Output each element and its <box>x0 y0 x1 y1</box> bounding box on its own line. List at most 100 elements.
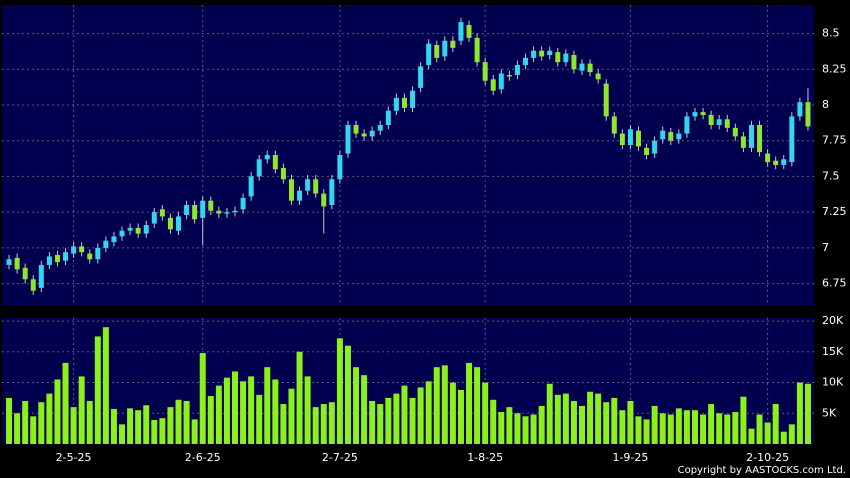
candle-body <box>54 255 60 263</box>
volume-bar <box>441 365 448 444</box>
candle-body <box>95 247 101 260</box>
candle-body <box>288 179 294 201</box>
candle-body <box>272 155 278 170</box>
volume-bar <box>353 367 360 444</box>
x-tick-label: 2-7-25 <box>322 451 358 464</box>
volume-bar <box>498 412 505 444</box>
candle-body <box>434 45 440 58</box>
candle-body <box>781 159 787 165</box>
volume-bar <box>457 389 464 444</box>
candle-body <box>490 79 496 91</box>
candle-body <box>248 176 254 197</box>
volume-bar <box>135 410 142 444</box>
volume-bar <box>231 371 238 444</box>
volume-bar <box>46 393 53 444</box>
volume-bar <box>62 362 69 444</box>
candle-body <box>539 50 545 57</box>
candle-body <box>571 55 577 70</box>
volume-bar <box>143 405 150 444</box>
candle-body <box>579 63 585 71</box>
volume-bar <box>724 414 731 444</box>
volume-bar <box>288 388 295 444</box>
y-tick-label: 7 <box>822 241 829 254</box>
volume-bar <box>683 410 690 444</box>
candle-body <box>514 65 520 75</box>
candle-body <box>127 227 133 231</box>
volume-bar <box>240 381 247 444</box>
volume-bar <box>772 404 779 444</box>
volume-bar <box>708 404 715 444</box>
volume-bar <box>385 397 392 444</box>
volume-bar <box>675 408 682 444</box>
candle-body <box>361 133 367 137</box>
volume-bar <box>490 399 497 444</box>
candle-body <box>676 133 682 140</box>
volume-bar <box>417 387 424 444</box>
candle-body <box>635 130 641 147</box>
volume-bar <box>191 419 198 444</box>
candle-body <box>87 253 93 260</box>
volume-bar <box>304 376 311 444</box>
candle-body <box>46 256 52 265</box>
volume-bar <box>183 400 190 444</box>
volume-bar <box>377 404 384 444</box>
x-tick-label: 1-8-25 <box>467 451 503 464</box>
candle-body <box>587 63 593 73</box>
volume-bar <box>562 393 569 444</box>
volume-bar <box>401 385 408 444</box>
candle-body <box>305 179 311 191</box>
volume-bar <box>320 404 327 444</box>
volume-bar <box>667 414 674 444</box>
candle-body <box>450 40 456 48</box>
candle-body <box>63 252 69 261</box>
candle-body <box>458 22 464 41</box>
candle-body <box>523 57 529 65</box>
candle-body <box>644 147 650 155</box>
candle-body <box>192 205 198 220</box>
volume-bar <box>393 393 400 444</box>
candle-body <box>184 205 190 215</box>
x-tick-label: 2-6-25 <box>185 451 221 464</box>
volume-tick-label: 10K <box>822 376 844 389</box>
candle-body <box>498 73 504 90</box>
volume-bar <box>691 410 698 444</box>
x-tick-label: 2-5-25 <box>56 451 92 464</box>
candle-body <box>377 125 383 131</box>
volume-bar <box>280 404 287 444</box>
candle-body <box>716 119 722 125</box>
candle-body <box>280 167 286 180</box>
volume-bar <box>522 416 529 444</box>
volume-bar <box>595 393 602 444</box>
volume-bar <box>635 416 642 444</box>
volume-bar <box>312 407 319 444</box>
volume-bar <box>6 397 13 444</box>
volume-bar <box>643 419 650 444</box>
candle-body <box>563 53 569 63</box>
volume-bar <box>546 383 553 444</box>
volume-bar <box>570 400 577 444</box>
candle-body <box>797 102 803 117</box>
candle-body <box>79 246 85 253</box>
candle-body <box>426 43 432 65</box>
volume-bar <box>764 422 771 444</box>
candle-body <box>167 217 173 230</box>
candle-body <box>482 62 488 81</box>
candle-body <box>224 212 230 214</box>
volume-bar <box>449 382 456 444</box>
candle-body <box>159 209 165 217</box>
candle-body <box>773 160 779 165</box>
candle-body <box>321 193 327 207</box>
volume-bar <box>796 382 803 444</box>
volume-bar <box>199 353 206 444</box>
candle-body <box>143 225 149 234</box>
volume-bar <box>474 367 481 444</box>
volume-bar <box>804 383 811 444</box>
candle-body <box>660 130 666 140</box>
volume-bar <box>425 381 432 444</box>
y-tick-label: 8.5 <box>822 27 840 40</box>
volume-bar <box>70 407 77 444</box>
candle-body <box>700 112 706 115</box>
candle-body <box>547 50 553 55</box>
y-tick-label: 8.25 <box>822 62 847 75</box>
